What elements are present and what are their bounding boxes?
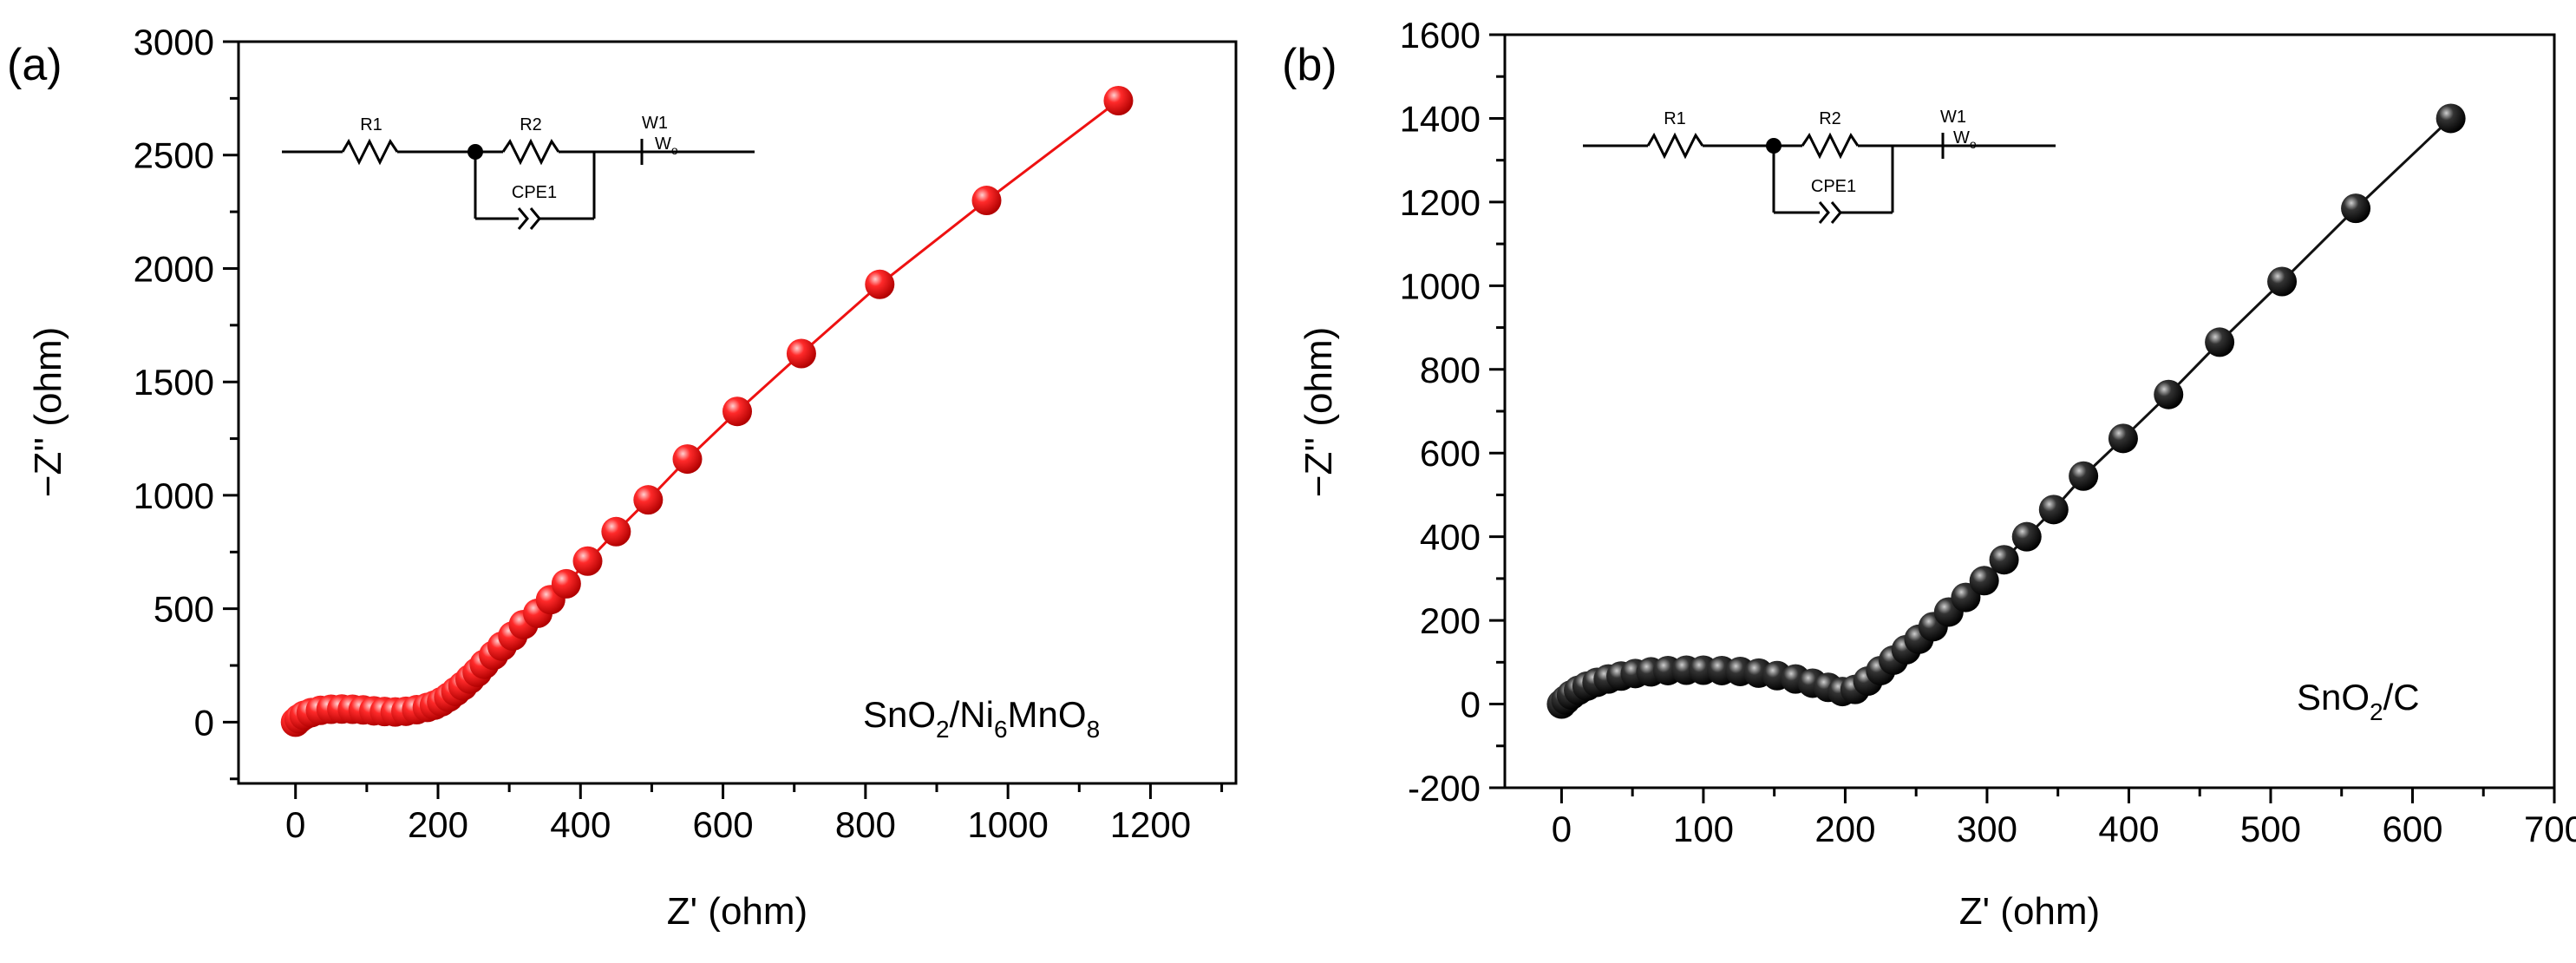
a-point <box>722 396 752 427</box>
panel-a-xlabel: Z' (ohm) <box>667 890 807 933</box>
b-xtick-label: 200 <box>1814 809 1875 849</box>
panel-a-circuit-node <box>467 144 483 160</box>
panel-a-w1-label: W1 <box>642 114 668 133</box>
a-point <box>601 516 631 547</box>
panel-b-r1-label: R1 <box>1664 109 1686 128</box>
b-ytick-label: 1400 <box>1400 98 1481 139</box>
b-point <box>2205 327 2235 357</box>
b-point <box>2341 193 2371 224</box>
b-point <box>2108 423 2138 454</box>
a-xtick-label: 1000 <box>967 804 1048 845</box>
panel-a-sample-label: SnO2/Ni6MnO8 <box>863 694 1100 743</box>
b-xtick-label: 400 <box>2098 809 2159 849</box>
a-xtick-label: 0 <box>285 804 305 845</box>
a-ytick-label: 2500 <box>134 135 214 176</box>
a-point <box>786 338 816 369</box>
b-point <box>2011 521 2042 552</box>
panel-b-wo-label: Wo <box>1953 128 1977 151</box>
panel-b-sample-label: SnO2/C <box>2297 677 2420 725</box>
panel-b-circuit-inset <box>1583 132 2056 224</box>
a-point <box>551 568 581 599</box>
a-xtick-label: 600 <box>693 804 754 845</box>
panel-b-cpe-label: CPE1 <box>1811 177 1856 196</box>
b-xtick-label: 600 <box>2382 809 2442 849</box>
b-ytick-label: 600 <box>1420 433 1481 474</box>
a-point <box>672 444 703 475</box>
a-xtick-label: 200 <box>408 804 468 845</box>
b-xtick-label: 0 <box>1552 809 1572 849</box>
panel-b-xlabel: Z' (ohm) <box>1959 890 2100 933</box>
a-ytick-label: 1000 <box>134 475 214 516</box>
panel-b-label: (b) <box>1282 40 1337 90</box>
b-xtick-label: 500 <box>2240 809 2301 849</box>
b-point <box>2154 379 2184 409</box>
panel-b: (b) 0 100 200 300 400 500 600 700 -200 0 200 400 600… <box>1282 15 2576 933</box>
a-point <box>572 546 603 576</box>
panel-a-r2-label: R2 <box>520 115 542 134</box>
b-point <box>2069 461 2099 491</box>
b-xtick-label: 700 <box>2524 809 2576 849</box>
panel-b-series-line <box>1560 117 2452 705</box>
b-ytick-label: 0 <box>1461 685 1481 725</box>
panel-a-ylabel: −Z'' (ohm) <box>27 327 69 498</box>
b-ytick-label: 1600 <box>1400 15 1481 56</box>
a-xtick-label: 400 <box>550 804 611 845</box>
panel-b-ylabel: −Z'' (ohm) <box>1298 327 1340 498</box>
panel-a: (a) 0 200 400 600 800 1000 1200 0 500 1000 1500 200… <box>7 22 1238 933</box>
a-point <box>633 485 664 515</box>
b-ytick-label: 1200 <box>1400 182 1481 223</box>
a-point <box>1103 85 1134 115</box>
panel-a-label: (a) <box>7 40 62 90</box>
b-point <box>1989 545 2019 575</box>
panel-a-cpe-label: CPE1 <box>512 183 557 202</box>
panel-b-w1-label: W1 <box>1940 108 1966 127</box>
b-ytick-label: 400 <box>1420 517 1481 558</box>
b-ytick-label: 1000 <box>1400 265 1481 306</box>
a-ytick-label: 3000 <box>134 22 214 62</box>
a-ytick-label: 1500 <box>134 362 214 403</box>
panel-b-points <box>1546 103 2466 719</box>
a-point <box>865 269 895 299</box>
panel-a-frame <box>237 40 1238 785</box>
b-xtick-label: 100 <box>1673 809 1734 849</box>
a-ytick-label: 0 <box>194 702 214 743</box>
b-point <box>2267 266 2298 297</box>
b-ytick-label: 800 <box>1420 350 1481 390</box>
b-point <box>1969 566 1999 596</box>
b-series-path <box>1560 117 2452 705</box>
b-ytick-label: 200 <box>1420 600 1481 641</box>
panel-a-plot-frame <box>237 40 1238 785</box>
a-ytick-label: 2000 <box>134 248 214 289</box>
panel-b-circuit-node <box>1766 138 1782 154</box>
panel-a-circuit-inset <box>282 138 755 230</box>
a-point <box>971 186 1002 216</box>
b-xtick-label: 300 <box>1957 809 2017 849</box>
b-point <box>2435 103 2466 134</box>
panel-a-r1-label: R1 <box>360 115 382 134</box>
b-point <box>2038 495 2069 525</box>
panel-a-ticks: 0 200 400 600 800 1000 1200 0 500 1000 1500 2000 250… <box>134 22 1224 845</box>
a-xtick-label: 1200 <box>1110 804 1191 845</box>
a-xtick-label: 800 <box>835 804 896 845</box>
a-ytick-label: 500 <box>154 589 214 630</box>
panel-b-ticks: 0 100 200 300 400 500 600 700 -200 0 200 400 600 800 1… <box>1400 15 2576 849</box>
b-ytick-label: -200 <box>1408 768 1481 809</box>
panel-a-points <box>280 85 1134 737</box>
panel-a-wo-label: Wo <box>655 134 678 157</box>
panel-b-r2-label: R2 <box>1819 109 1841 128</box>
